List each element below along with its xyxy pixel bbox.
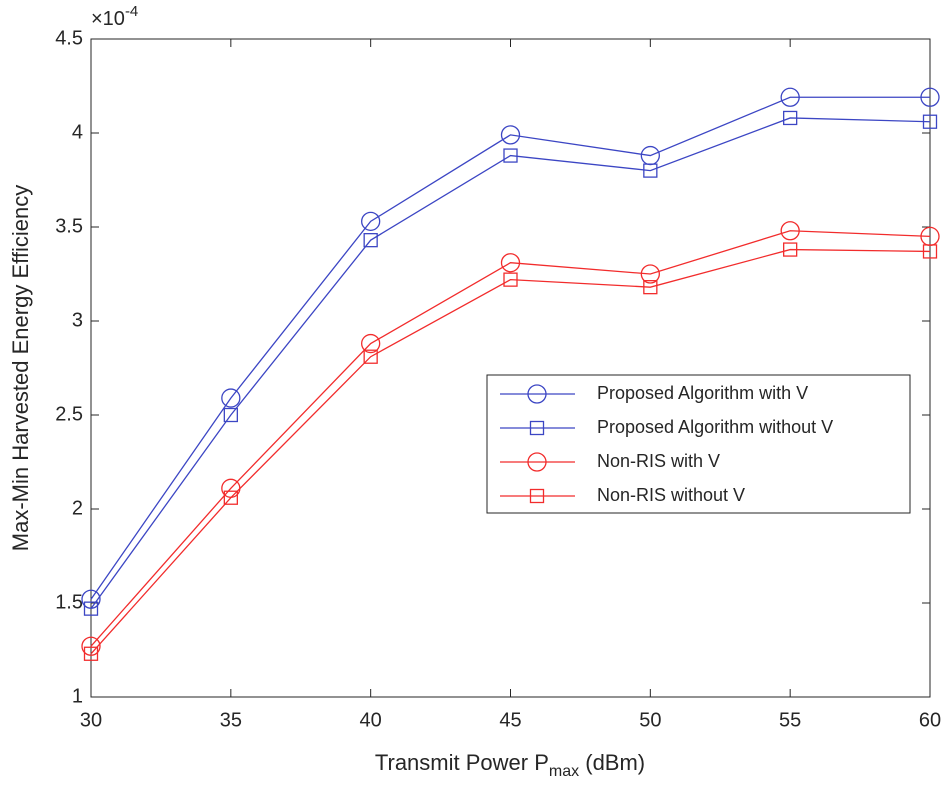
point-marker bbox=[81, 636, 101, 656]
y-axis-label: Max-Min Harvested Energy Efficiency bbox=[8, 185, 33, 551]
x-label-tail: (dBm) bbox=[579, 750, 645, 775]
point-marker bbox=[83, 601, 99, 616]
y-tick-label: 4 bbox=[72, 121, 83, 143]
point-marker bbox=[363, 233, 378, 248]
series-line bbox=[90, 117, 931, 610]
point-marker bbox=[363, 349, 378, 364]
point-marker bbox=[920, 87, 940, 107]
legend-label: Non-RIS with V bbox=[597, 451, 720, 471]
series-line bbox=[90, 230, 931, 647]
y-tick-label: 1 bbox=[72, 685, 83, 707]
y-tick-label: 4.5 bbox=[55, 27, 83, 49]
point-marker bbox=[500, 253, 521, 273]
x-tick-label: 35 bbox=[220, 709, 242, 731]
point-marker bbox=[361, 333, 381, 354]
x-label-sub: max bbox=[549, 763, 579, 780]
point-marker bbox=[643, 280, 658, 295]
legend-marker bbox=[529, 420, 545, 436]
y-tick-label: 3 bbox=[72, 309, 83, 331]
point-marker bbox=[221, 388, 241, 408]
multiplier-base: ×10 bbox=[91, 8, 125, 30]
series-line bbox=[90, 96, 930, 600]
x-tick-label: 50 bbox=[639, 709, 661, 731]
legend-label: Proposed Algorithm without V bbox=[597, 417, 833, 437]
point-marker bbox=[83, 646, 99, 661]
y-tick-label: 3.5 bbox=[55, 215, 83, 237]
x-label-main: Transmit Power P bbox=[375, 750, 549, 775]
point-marker bbox=[503, 272, 518, 287]
point-marker bbox=[922, 244, 938, 259]
legend-marker bbox=[527, 452, 547, 472]
x-axis-label: Transmit Power Pmax (dBm) bbox=[375, 750, 645, 780]
y-tick-label: 2.5 bbox=[55, 403, 83, 425]
point-marker bbox=[780, 87, 800, 107]
point-marker bbox=[223, 490, 238, 505]
multiplier-exponent: -4 bbox=[125, 3, 138, 20]
point-marker bbox=[922, 114, 938, 129]
x-tick-label: 45 bbox=[499, 709, 521, 731]
legend-label: Proposed Algorithm with V bbox=[597, 383, 808, 403]
legend-box bbox=[486, 374, 911, 514]
point-marker bbox=[500, 125, 521, 145]
point-marker bbox=[783, 110, 798, 126]
plot-frame bbox=[90, 38, 931, 698]
series-line bbox=[90, 248, 931, 655]
legend-marker bbox=[529, 488, 545, 504]
point-marker bbox=[361, 211, 381, 232]
point-marker bbox=[783, 242, 798, 257]
legend-label: Non-RIS without V bbox=[597, 485, 745, 505]
point-marker bbox=[643, 163, 658, 178]
legend-marker bbox=[527, 384, 547, 404]
x-tick-label: 30 bbox=[80, 709, 102, 731]
x-tick-label: 60 bbox=[919, 709, 941, 731]
x-tick-label: 55 bbox=[779, 709, 801, 731]
y-tick-label: 1.5 bbox=[55, 591, 83, 613]
point-marker bbox=[780, 221, 800, 241]
point-marker bbox=[503, 148, 518, 163]
y-multiplier: ×10-4 bbox=[91, 3, 138, 30]
x-tick-label: 40 bbox=[360, 709, 382, 731]
point-marker bbox=[640, 264, 660, 284]
y-tick-label: 2 bbox=[72, 497, 83, 519]
point-marker bbox=[223, 407, 238, 423]
